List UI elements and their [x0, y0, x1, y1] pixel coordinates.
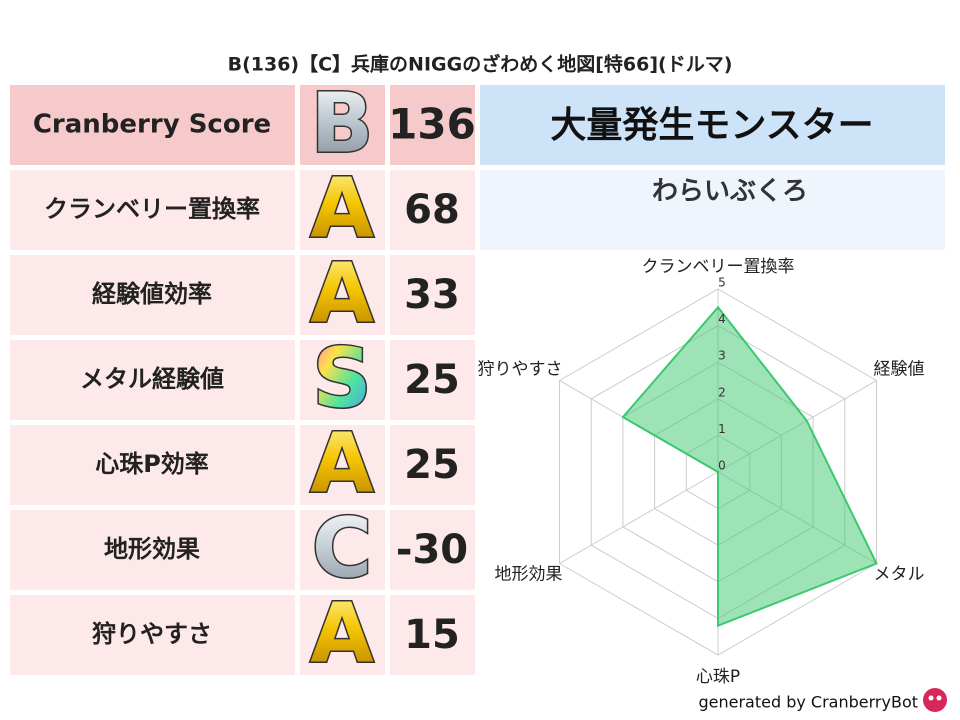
footer: generated by CranberryBot: [698, 693, 918, 712]
axis-label: メタル: [874, 565, 925, 585]
score: 25: [404, 357, 460, 403]
score-cell: [390, 425, 475, 505]
grade: B: [311, 76, 374, 171]
monster-heading-box: [480, 85, 945, 165]
score: 68: [404, 187, 460, 233]
monster-heading: 大量発生モンスター: [550, 105, 873, 146]
axis-label: 心珠P: [696, 667, 740, 687]
grade: A: [310, 416, 374, 511]
grade-cell: [300, 595, 385, 675]
label-cell: [10, 85, 295, 165]
spoke: [559, 471, 719, 564]
score-cell: [390, 255, 475, 335]
grade-cell: [300, 255, 385, 335]
radar-area: [621, 305, 878, 628]
label-cell: [10, 170, 295, 250]
score-cell: [390, 85, 475, 165]
label-cell: [10, 425, 295, 505]
score: 15: [404, 612, 460, 658]
score: 25: [404, 442, 460, 488]
label-cell: [10, 595, 295, 675]
row-label: 地形効果: [104, 535, 200, 563]
grade: S: [312, 331, 371, 426]
title: B(136)【C】兵庫のNIGGのざわめく地図[特66](ドルマ): [228, 53, 733, 76]
axis-label: 狩りやすさ: [477, 360, 562, 380]
score: 33: [404, 272, 460, 318]
axis-label: 地形効果: [494, 565, 562, 585]
monster-name: わらいぶくろ: [652, 177, 808, 207]
r-tick-label: 4: [718, 312, 726, 326]
score-cell: [390, 595, 475, 675]
grade-cell: [300, 85, 385, 165]
score: -30: [396, 527, 468, 573]
monster-name-box: [480, 170, 945, 250]
r-tick-label: 5: [718, 276, 726, 290]
row-label: クランベリー置換率: [44, 195, 260, 223]
score-cell: [390, 340, 475, 420]
axis-label: 経験値: [874, 360, 925, 380]
r-tick-label: 2: [718, 385, 726, 399]
row-label: Cranberry Score: [33, 110, 271, 140]
axis-label: クランベリー置換率: [642, 257, 795, 277]
score-cell: [390, 510, 475, 590]
bot-icon: [923, 688, 947, 712]
r-tick-label: 3: [718, 349, 726, 363]
grade-cell: [300, 510, 385, 590]
label-cell: [10, 255, 295, 335]
label-cell: [10, 510, 295, 590]
score: 136: [388, 100, 476, 149]
row-label: 狩りやすさ: [92, 620, 212, 648]
grade: A: [310, 246, 374, 341]
row-label: 心珠P効率: [95, 450, 209, 478]
row-label: メタル経験値: [80, 365, 224, 393]
r-tick-label: 0: [718, 459, 726, 473]
row-label: 経験値効率: [92, 280, 212, 308]
grade: A: [310, 586, 374, 681]
grade-cell: [300, 340, 385, 420]
grade: A: [310, 161, 374, 256]
label-cell: [10, 340, 295, 420]
grade-cell: [300, 170, 385, 250]
grade-cell: [300, 425, 385, 505]
r-tick-label: 1: [718, 422, 726, 436]
grade: C: [312, 501, 372, 596]
score-cell: [390, 170, 475, 250]
